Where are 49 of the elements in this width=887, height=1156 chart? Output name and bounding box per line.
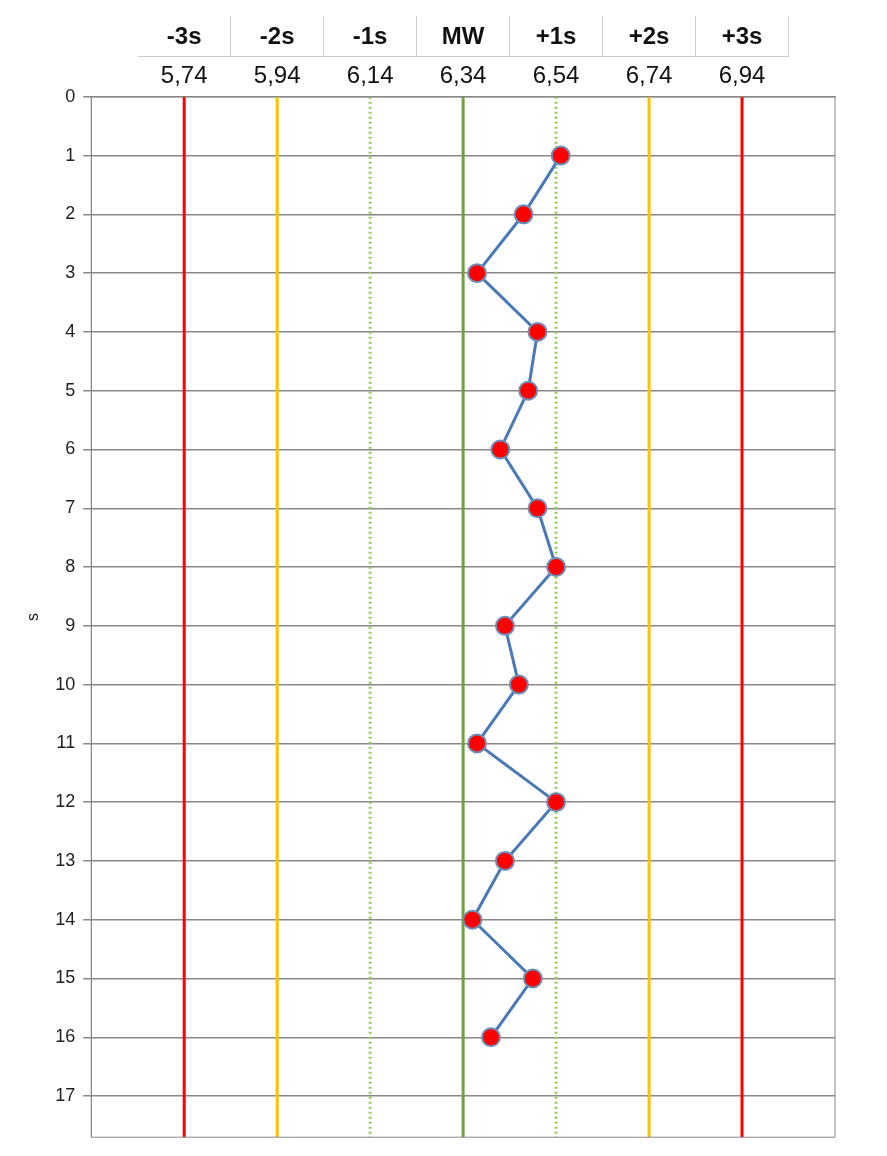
y-axis-title: s: [24, 613, 42, 621]
ref-line-label: +1s: [510, 16, 604, 57]
point: [490, 439, 511, 460]
y-tick-label: 13: [55, 849, 76, 870]
point: [467, 733, 488, 754]
point: [518, 380, 539, 401]
y-tick-label: 2: [65, 203, 76, 224]
ref-line-label: +2s: [603, 16, 697, 57]
point: [527, 321, 548, 342]
point: [546, 792, 567, 813]
y-tick-label: 14: [55, 908, 76, 929]
y-tick-label: 17: [55, 1085, 76, 1106]
y-tick-label: 10: [55, 673, 76, 694]
y-tick-label: 3: [65, 262, 76, 283]
point: [494, 615, 515, 636]
ref-line-label: -3s: [138, 16, 232, 57]
y-tick-label: 7: [65, 497, 76, 518]
y-tick-label: 4: [65, 320, 76, 341]
y-tick-label: 8: [65, 556, 76, 577]
x-tick-label: 6,54: [532, 61, 580, 89]
y-tick-label: 6: [65, 438, 76, 459]
y-tick-label: 12: [55, 791, 76, 812]
x-tick-label: 5,94: [253, 61, 301, 89]
ref-line-label: -2s: [231, 16, 325, 57]
x-tick-label: 5,74: [160, 61, 208, 89]
point: [527, 498, 548, 519]
ref-line-label: +3s: [696, 16, 790, 57]
point: [494, 850, 515, 871]
x-tick-label: 6,74: [625, 61, 673, 89]
point: [513, 204, 534, 225]
y-tick-label: 1: [65, 144, 76, 165]
y-tick-label: 5: [65, 379, 76, 400]
y-tick-label: 0: [65, 85, 76, 106]
ref-line-label: MW: [417, 16, 511, 57]
point: [508, 674, 529, 695]
point: [481, 1027, 501, 1048]
x-tick-label: 6,14: [346, 61, 394, 89]
ref-line-label: -1s: [324, 16, 418, 57]
x-tick-label: 6,34: [439, 61, 487, 89]
x-tick-label: 6,94: [718, 61, 766, 89]
point: [462, 909, 483, 930]
y-tick-label: 11: [56, 732, 76, 753]
y-tick-label: 16: [55, 1026, 76, 1047]
point: [546, 557, 567, 578]
point: [522, 968, 543, 989]
point: [467, 263, 488, 284]
point: [550, 145, 571, 166]
y-tick-label: 15: [55, 967, 76, 988]
y-tick-label: 9: [65, 614, 76, 635]
